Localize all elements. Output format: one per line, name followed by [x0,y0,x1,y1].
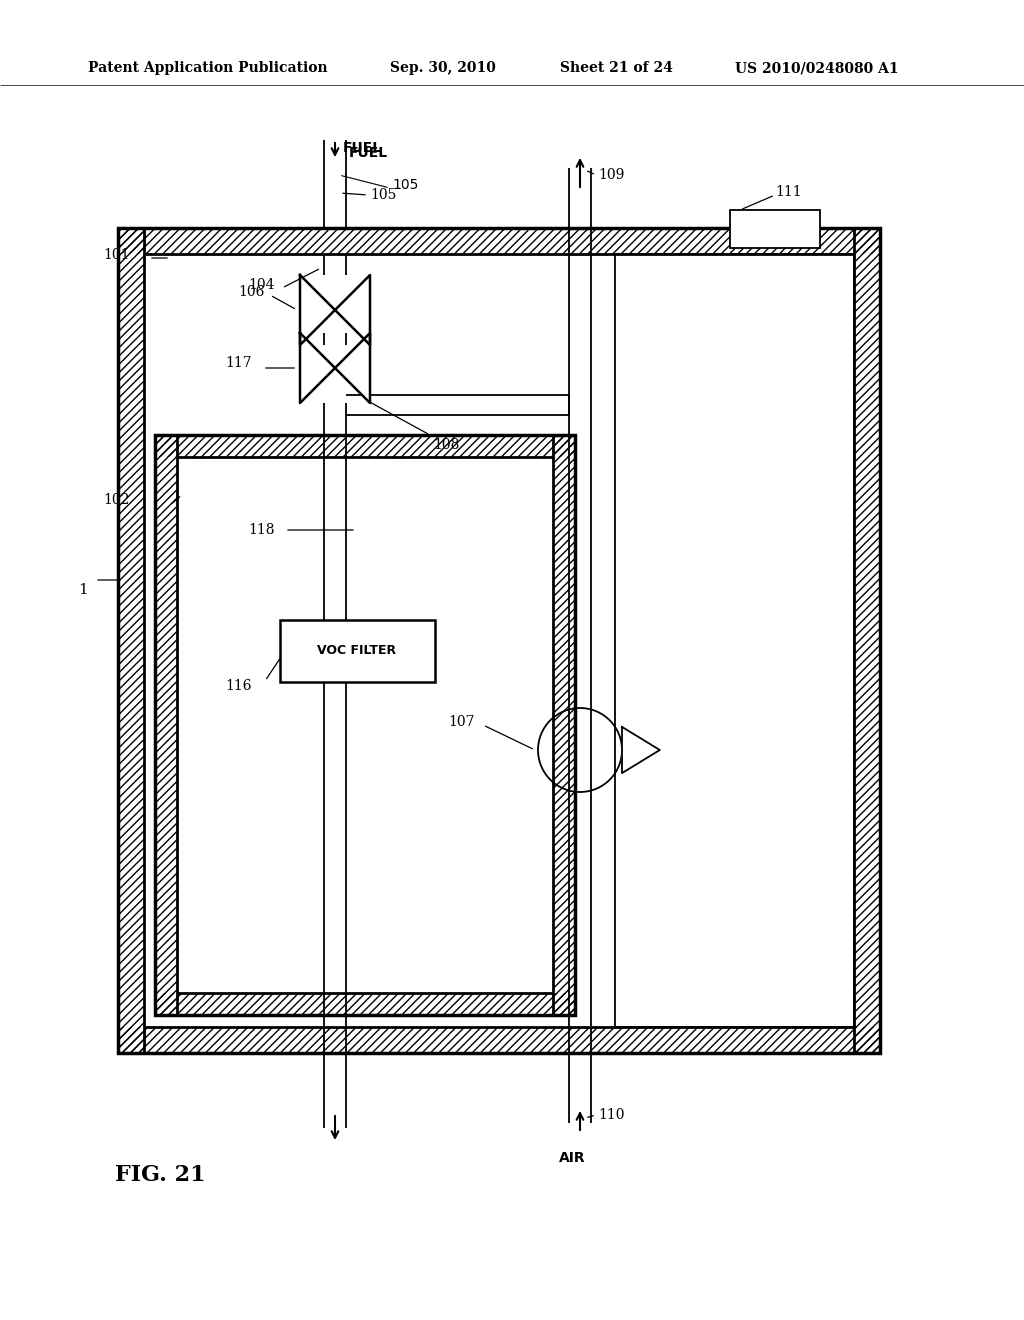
Text: Sep. 30, 2010: Sep. 30, 2010 [390,61,496,75]
Text: AIR: AIR [559,1151,586,1166]
Bar [118,228,880,253]
Bar [118,228,880,253]
Text: 109: 109 [598,168,625,182]
Bar [118,228,880,1053]
Bar [730,210,820,248]
Bar [155,993,575,1015]
Text: FIG. 21: FIG. 21 [115,1164,206,1185]
Bar [280,620,435,682]
Bar [118,1027,880,1053]
Bar [854,228,880,1053]
Polygon shape [300,333,370,403]
Text: Sheet 21 of 24: Sheet 21 of 24 [560,61,673,75]
Bar [118,228,144,1053]
Text: 117: 117 [225,356,252,370]
Bar [118,1027,880,1053]
Text: 105: 105 [392,178,419,191]
Bar [155,436,575,1015]
Bar [155,436,575,457]
Bar [155,436,575,457]
Text: Patent Application Publication: Patent Application Publication [88,61,328,75]
Bar [553,436,575,1015]
Bar [118,228,144,1053]
Text: 118: 118 [248,523,274,537]
Bar [155,436,177,1015]
Text: 108: 108 [433,438,460,451]
Text: US 2010/0248080 A1: US 2010/0248080 A1 [735,61,899,75]
Text: FUEL: FUEL [349,147,388,160]
Text: FUEL: FUEL [343,141,382,154]
Bar [553,436,575,1015]
Text: 104: 104 [248,279,274,292]
Text: VOC FILTER: VOC FILTER [317,644,396,657]
Text: 101: 101 [103,248,129,261]
Bar [615,253,854,1027]
Polygon shape [622,727,659,774]
Text: 1: 1 [78,583,88,597]
Polygon shape [300,275,370,345]
Text: 106: 106 [238,285,264,300]
Bar [155,436,177,1015]
Text: 110: 110 [598,1107,625,1122]
Bar [854,228,880,1053]
Text: 105: 105 [370,187,396,202]
Text: 116: 116 [225,678,252,693]
Text: 111: 111 [775,185,802,199]
Text: 102: 102 [103,492,129,507]
Text: 107: 107 [449,715,474,729]
Bar [155,993,575,1015]
